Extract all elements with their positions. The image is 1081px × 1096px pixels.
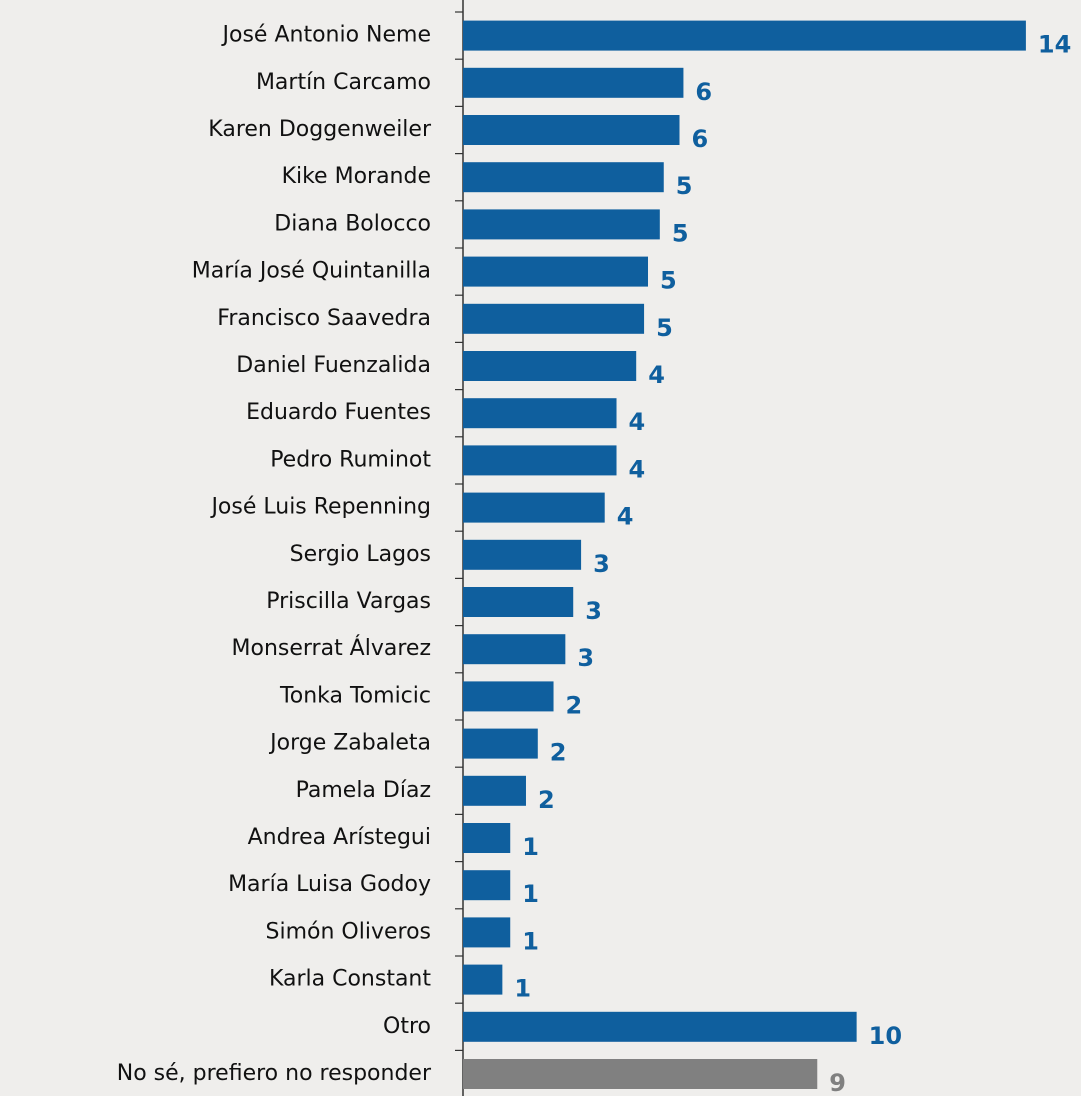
bar [463, 870, 511, 901]
category-label: Monserrat Álvarez [232, 635, 432, 661]
value-label: 2 [538, 786, 555, 814]
category-label: María Luisa Godoy [228, 872, 431, 897]
category-label: Kike Morande [282, 164, 431, 189]
value-label: 10 [869, 1022, 902, 1050]
bar [463, 681, 554, 712]
category-label: Francisco Saavedra [217, 306, 431, 331]
value-label: 4 [617, 503, 634, 531]
value-label: 5 [656, 314, 673, 342]
category-label: Jorge Zabaleta [268, 731, 431, 756]
value-label: 6 [695, 78, 712, 106]
bar [463, 1059, 818, 1089]
bar [463, 823, 511, 853]
bar [463, 398, 617, 429]
category-label: José Antonio Neme [221, 23, 431, 48]
bar [463, 775, 526, 806]
value-label: 3 [585, 597, 602, 625]
category-label: Simón Oliveros [266, 919, 431, 944]
bar [463, 67, 684, 98]
category-label: Sergio Lagos [290, 542, 431, 567]
value-label: 14 [1038, 31, 1071, 59]
value-label: 2 [550, 739, 567, 767]
bar [463, 634, 566, 665]
value-label: 9 [829, 1069, 846, 1096]
category-label: María José Quintanilla [192, 259, 431, 284]
bar [463, 115, 680, 145]
bar [463, 256, 649, 287]
category-label: José Luis Repenning [209, 495, 431, 520]
bar [463, 209, 660, 240]
bar [463, 445, 617, 476]
bar [463, 917, 511, 948]
category-label: No sé, prefiero no responder [117, 1061, 432, 1086]
value-label: 1 [522, 927, 539, 955]
category-label: Pamela Díaz [296, 778, 431, 803]
value-label: 6 [691, 125, 708, 153]
bar [463, 20, 1026, 51]
bar [463, 162, 664, 193]
bar [463, 728, 538, 759]
category-label: Diana Bolocco [274, 211, 431, 236]
bar [463, 964, 503, 995]
bar [463, 303, 645, 334]
value-label: 5 [672, 219, 689, 247]
category-label: Andrea Arístegui [248, 825, 431, 850]
category-label: Karen Doggenweiler [208, 117, 432, 142]
category-label: Eduardo Fuentes [246, 400, 431, 425]
value-label: 1 [514, 975, 531, 1003]
category-label: Tonka Tomicic [279, 683, 431, 708]
value-label: 3 [577, 644, 594, 672]
value-label: 1 [522, 833, 539, 861]
value-label: 2 [566, 691, 583, 719]
bar [463, 539, 582, 570]
category-label: Martín Carcamo [256, 70, 431, 95]
bar [463, 587, 574, 617]
category-label: Daniel Fuenzalida [236, 353, 431, 378]
bar [463, 351, 637, 381]
category-label: Priscilla Vargas [266, 589, 431, 614]
value-label: 5 [660, 267, 677, 295]
value-label: 4 [629, 408, 646, 436]
value-label: 5 [676, 172, 693, 200]
category-label: Otro [383, 1014, 431, 1039]
value-label: 3 [593, 550, 610, 578]
category-label: Pedro Ruminot [270, 447, 431, 472]
value-label: 4 [648, 361, 665, 389]
bar [463, 492, 605, 523]
value-label: 4 [629, 455, 646, 483]
value-label: 1 [522, 880, 539, 908]
bar [463, 1011, 857, 1042]
category-label: Karla Constant [269, 967, 431, 992]
